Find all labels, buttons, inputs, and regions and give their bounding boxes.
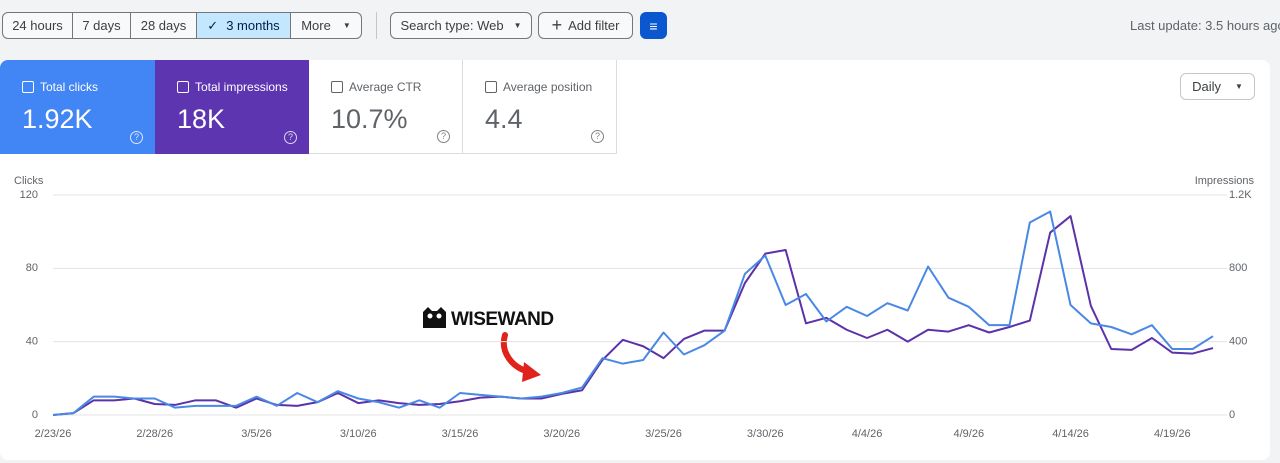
search-type-label: Search type: Web	[400, 18, 504, 33]
watermark-text: WISEWAND	[451, 309, 554, 330]
metric-card[interactable]: Total clicks 1.92K?	[0, 60, 155, 154]
y-tick-label: 120	[20, 189, 38, 201]
metric-value: 1.92K	[22, 104, 93, 134]
x-tick-label: 4/14/26	[1052, 428, 1089, 440]
plus-icon: +	[551, 15, 563, 35]
dropdown-icon: ▼	[1234, 82, 1243, 91]
metric-label: Average CTR	[331, 80, 462, 94]
help-icon[interactable]: ?	[284, 131, 297, 144]
metric-card[interactable]: Average position 4.4?	[463, 60, 617, 154]
metric-name: Total clicks	[40, 80, 99, 94]
metric-label: Total clicks	[22, 80, 155, 94]
add-filter-button[interactable]: + Add filter	[538, 12, 633, 39]
search-type-button[interactable]: Search type: Web ▼	[390, 12, 532, 39]
metric-value: 4.4	[485, 104, 523, 134]
watermark: WISEWAND	[423, 307, 554, 382]
y2-tick-label: 800	[1229, 262, 1247, 274]
add-filter-label: Add filter	[568, 18, 620, 33]
metric-label: Average position	[485, 80, 616, 94]
more-button[interactable]: More ▼	[291, 12, 362, 39]
y-tick-label: 0	[32, 409, 38, 421]
x-tick-label: 3/25/26	[645, 428, 682, 440]
x-tick-label: 2/28/26	[136, 428, 173, 440]
dropdown-icon: ▼	[513, 21, 522, 30]
range-button[interactable]: 7 days	[73, 12, 131, 39]
y-axis-title: Clicks	[14, 175, 44, 187]
x-tick-label: 4/19/26	[1154, 428, 1191, 440]
y2-tick-label: 400	[1229, 336, 1247, 348]
y2-axis-title: Impressions	[1195, 175, 1255, 187]
x-tick-label: 4/9/26	[953, 428, 984, 440]
check-icon: ✓	[207, 17, 219, 33]
range-label: 3 months	[226, 18, 280, 33]
owl-eye	[436, 313, 442, 319]
checkbox	[331, 81, 343, 93]
series-line	[52, 210, 1214, 416]
x-tick-label: 3/15/26	[442, 428, 479, 440]
y-tick-label: 40	[26, 336, 38, 348]
owl-logo	[423, 307, 446, 328]
metric-value: 18K	[177, 104, 226, 134]
dropdown-icon: ▼	[342, 21, 351, 30]
help-icon[interactable]: ?	[591, 130, 604, 143]
granularity-label: Daily	[1192, 79, 1221, 94]
metric-name: Average CTR	[349, 80, 422, 94]
range-button[interactable]: 28 days	[131, 12, 197, 39]
filter-icon-button[interactable]: ≡	[640, 12, 667, 39]
x-tick-label: 4/4/26	[852, 428, 883, 440]
series-line	[52, 215, 1214, 416]
metric-value: 10.7%	[331, 104, 408, 134]
checkbox	[177, 81, 189, 93]
x-tick-label: 3/10/26	[340, 428, 377, 440]
range-button[interactable]: 24 hours	[2, 12, 73, 39]
range-button-selected[interactable]: ✓ 3 months	[197, 12, 291, 39]
more-label: More	[301, 18, 331, 33]
help-icon[interactable]: ?	[130, 131, 143, 144]
last-update: Last update: 3.5 hours ago	[1130, 18, 1280, 33]
metric-card[interactable]: Average CTR 10.7%?	[309, 60, 463, 154]
x-tick-label: 3/5/26	[241, 428, 272, 440]
y2-tick-label: 1.2K	[1229, 189, 1252, 201]
help-icon[interactable]: ?	[437, 130, 450, 143]
metric-label: Total impressions	[177, 80, 309, 94]
x-tick-label: 3/20/26	[543, 428, 580, 440]
checkbox	[485, 81, 497, 93]
x-tick-label: 3/30/26	[747, 428, 784, 440]
y-tick-label: 80	[26, 262, 38, 274]
performance-panel: Total clicks 1.92K? Total impressions 18K?…	[0, 60, 1270, 460]
x-tick-label: 2/23/26	[35, 428, 72, 440]
owl-eye	[427, 313, 433, 319]
arrow-head	[522, 362, 541, 382]
metric-card[interactable]: Total impressions 18K?	[155, 60, 309, 154]
y2-tick-label: 0	[1229, 409, 1235, 421]
divider	[376, 12, 377, 39]
granularity-button[interactable]: Daily ▼	[1180, 73, 1255, 100]
metric-name: Total impressions	[195, 80, 288, 94]
checkbox	[22, 81, 34, 93]
metric-name: Average position	[503, 80, 593, 94]
